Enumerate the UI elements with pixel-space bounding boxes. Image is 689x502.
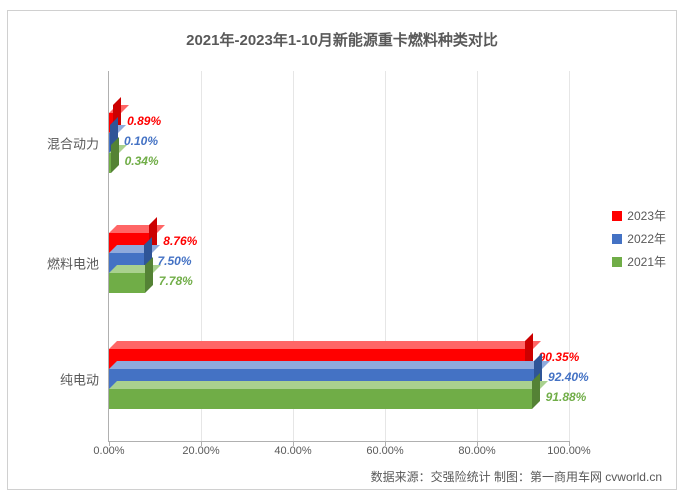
plot-area: 0.00%20.00%40.00%60.00%80.00%100.00%混合动力… [108,71,569,442]
legend: 2023年 2022年 2021年 [612,201,666,276]
chart-container: 2021年-2023年1-10月新能源重卡燃料种类对比 0.00%20.00%4… [7,10,677,490]
legend-swatch-2022 [612,234,622,244]
data-label: 7.50% [158,254,192,268]
data-label: 0.10% [124,134,158,148]
legend-swatch-2021 [612,257,622,267]
bar [109,153,111,173]
xtick-label: 100.00% [539,445,599,457]
xtick-label: 20.00% [171,445,231,457]
chart-title: 2021年-2023年1-10月新能源重卡燃料种类对比 [8,29,676,50]
legend-label-2021: 2021年 [627,253,666,270]
bar [109,389,532,409]
legend-item-2021: 2021年 [612,253,666,270]
xtick-label: 80.00% [447,445,507,457]
data-label: 7.78% [159,274,193,288]
source-text: 数据来源：交强险统计 制图：第一商用车网 cvworld.cn [371,468,662,485]
bar [109,133,110,153]
xtick-label: 0.00% [79,445,139,457]
gridline [569,71,570,441]
xtick-label: 60.00% [355,445,415,457]
category-label: 燃料电池 [9,254,99,273]
category-label: 混合动力 [9,134,99,153]
xtick-label: 40.00% [263,445,323,457]
bar [109,273,145,293]
category-label: 纯电动 [9,370,99,389]
legend-label-2022: 2022年 [627,230,666,247]
data-label: 91.88% [546,390,587,404]
data-label: 8.76% [163,234,197,248]
data-label: 0.89% [127,114,161,128]
data-label: 0.34% [125,154,159,168]
legend-item-2022: 2022年 [612,230,666,247]
legend-label-2023: 2023年 [627,207,666,224]
data-label: 92.40% [548,370,589,384]
legend-swatch-2023 [612,211,622,221]
legend-item-2023: 2023年 [612,207,666,224]
